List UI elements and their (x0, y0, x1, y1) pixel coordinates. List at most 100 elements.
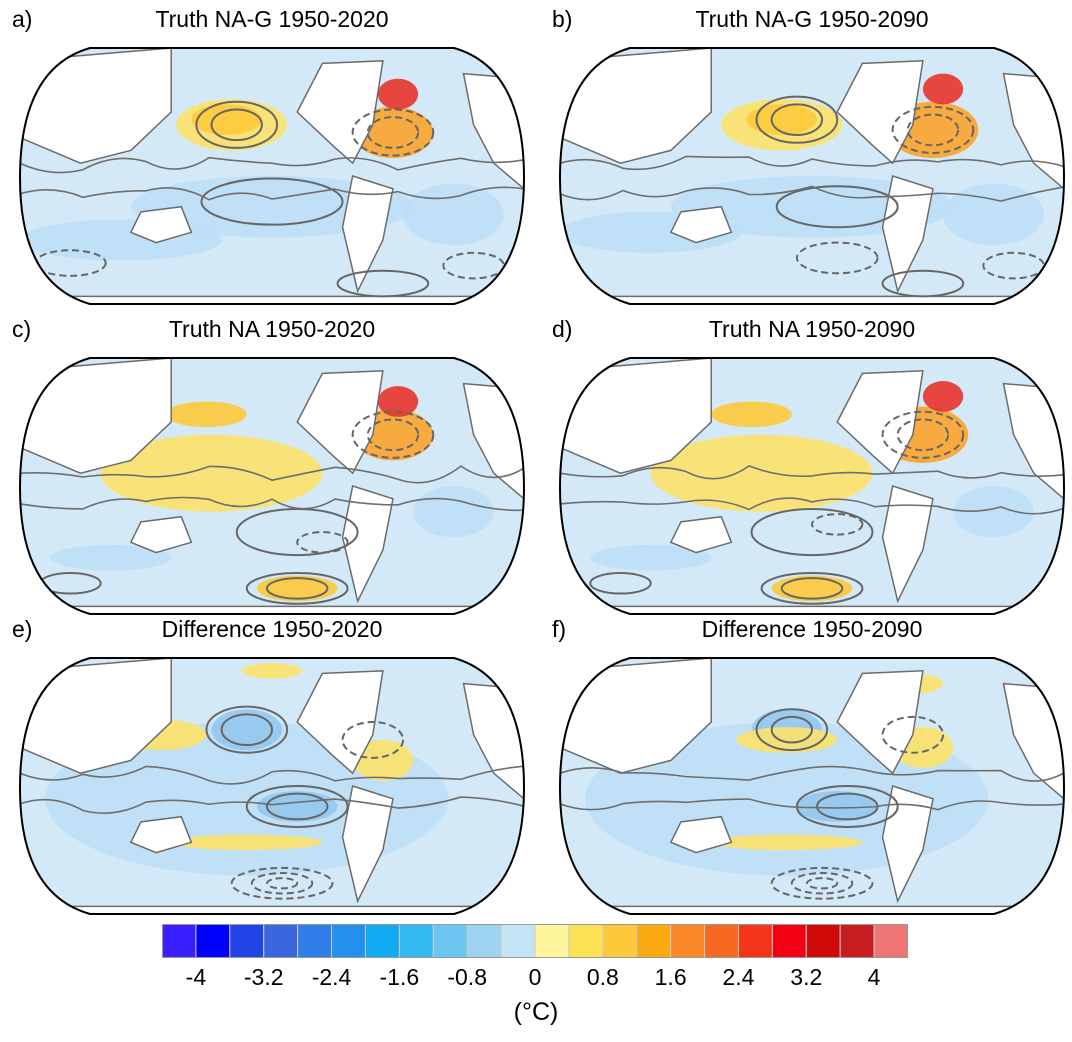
solid-contour (589, 572, 652, 595)
anomaly-shading (377, 386, 419, 417)
solid-contour (560, 765, 1064, 782)
colorbar-swatch (500, 924, 536, 958)
land-mass (560, 605, 1064, 614)
solid-contour (560, 798, 1064, 811)
anomaly-shading (953, 486, 1034, 538)
solid-contour (755, 708, 829, 752)
colorbar-swatch (839, 924, 875, 958)
colorbar-swatch (432, 924, 468, 958)
land-mass (20, 605, 524, 614)
anomaly-shading (50, 544, 172, 571)
colorbar-swatch (670, 924, 706, 958)
anomaly-shading (256, 575, 338, 602)
colorbar-swatch (771, 924, 807, 958)
solid-contour (265, 577, 329, 600)
map-border (558, 47, 1066, 305)
solid-contour (780, 577, 844, 600)
solid-contour (560, 185, 1064, 202)
land-mass (20, 358, 172, 474)
anomaly-shading (711, 834, 863, 850)
panel-title: Truth NA-G 1950-2090 (695, 6, 929, 32)
dashed-contour (805, 877, 839, 890)
solid-contour (336, 269, 430, 298)
robinson-map (558, 47, 1066, 305)
colorbar-swatch (534, 924, 570, 958)
dashed-contour (265, 877, 299, 890)
dashed-contour (351, 410, 435, 459)
land-mass (341, 785, 394, 904)
dashed-contour (296, 531, 349, 554)
land-mass (341, 175, 394, 294)
anomaly-shading (241, 663, 303, 679)
anomaly-shading (590, 544, 712, 571)
colorbar-tick-label: 0.8 (586, 964, 619, 990)
map-panel: c) Truth NA 1950-2020 (12, 316, 532, 616)
land-mass (20, 48, 172, 164)
solid-contour (220, 713, 274, 747)
land-mass (881, 485, 934, 604)
map-border (558, 357, 1066, 615)
colorbar-tick-label: -2.4 (311, 964, 352, 990)
land-mass (669, 205, 733, 244)
solid-contour (205, 705, 289, 754)
colorbar-swatch (737, 924, 773, 958)
anomaly-shading (403, 183, 504, 246)
solid-contour (245, 785, 349, 828)
map-panel: f) Difference 1950-2090 (552, 616, 1072, 916)
solid-contour (20, 186, 524, 201)
anomaly-shading (711, 401, 792, 428)
solid-contour (560, 464, 1064, 480)
map-border (558, 657, 1066, 915)
solid-contour (775, 185, 899, 229)
panel-letter: a) (12, 6, 33, 32)
anomaly-shading (191, 104, 262, 136)
solid-contour (770, 103, 824, 137)
map-panel: d) Truth NA 1950-2090 (552, 316, 1072, 616)
land-mass (836, 60, 924, 165)
solid-contour (760, 572, 864, 605)
solid-contour (210, 108, 263, 142)
land-mass (296, 60, 384, 165)
anomaly-shading (20, 219, 222, 261)
dashed-contour (906, 113, 960, 147)
colorbar-swatch (805, 924, 841, 958)
map-panel: e) Difference 1950-2020 (12, 616, 532, 916)
panel-letter: f) (552, 616, 567, 642)
colorbar-tick-label: 3.2 (790, 964, 823, 990)
dashed-contour (250, 872, 314, 895)
land-mass (296, 370, 384, 475)
land-mass (881, 785, 934, 904)
land-mass (341, 485, 394, 604)
anomaly-shading (413, 486, 494, 538)
colorbar-swatch (229, 924, 265, 958)
land-mass (669, 515, 733, 554)
solid-contour (20, 465, 524, 484)
solid-contour (560, 155, 1064, 171)
map-border (18, 657, 526, 915)
land-mass (560, 905, 1064, 914)
land-mass (129, 205, 193, 244)
robinson-map (18, 47, 526, 305)
colorbar-tick-label: 0 (528, 964, 542, 990)
colorbar-tick-label: -4 (185, 964, 207, 990)
solid-contour (750, 508, 874, 557)
colorbar-tick-label: 4 (867, 964, 881, 990)
anomaly-shading (796, 791, 878, 822)
land-mass (669, 815, 733, 854)
solid-contour (881, 269, 965, 298)
colorbar-swatch (263, 924, 299, 958)
land-mass (20, 295, 524, 304)
land-mass (129, 515, 193, 554)
colorbar-swatch (568, 924, 604, 958)
colorbar-units-label: (°C) (513, 998, 559, 1026)
colorbar-tick-label: -3.2 (243, 964, 284, 990)
anomaly-shading (943, 183, 1044, 246)
colorbar-frame (162, 924, 908, 958)
colorbar-tick-label: -0.8 (447, 964, 487, 990)
solid-contour (245, 572, 349, 605)
colorbar-swatch (297, 924, 333, 958)
colorbar-swatch (636, 924, 672, 958)
robinson-map (558, 357, 1066, 615)
panel-letter: e) (12, 616, 33, 642)
anomaly-shading (100, 434, 323, 512)
